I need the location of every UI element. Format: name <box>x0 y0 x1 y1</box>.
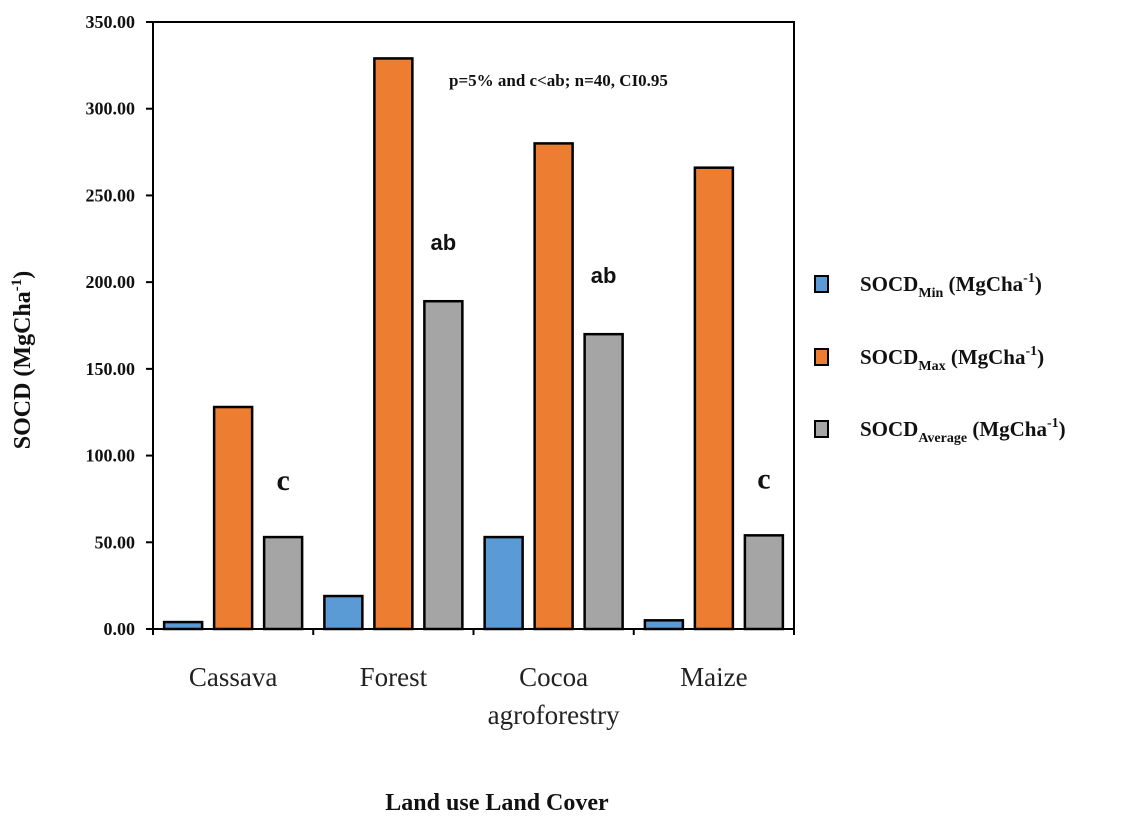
bar <box>212 405 254 631</box>
bar <box>373 57 414 631</box>
y-tick-label: 0.00 <box>104 619 136 639</box>
legend-swatch <box>814 420 829 438</box>
legend-swatch <box>814 275 829 293</box>
legend-label: SOCDAverage (MgCha-1) <box>860 416 1066 446</box>
bar <box>743 534 785 631</box>
y-axis-title: SOCD (MgCha-1) <box>9 271 36 450</box>
annotation-text: p=5% and c<ab; n=40, CI0.95 <box>449 71 668 90</box>
bar <box>643 619 685 631</box>
y-tick-label: 200.00 <box>86 272 136 292</box>
bar <box>533 142 574 631</box>
bar <box>483 535 524 631</box>
legend-label: SOCDMax (MgCha-1) <box>860 344 1044 374</box>
significance-letter: c <box>757 462 770 495</box>
significance-letters: c ab ab c <box>276 230 770 497</box>
y-axis: 0.00 50.00 100.00 150.00 200.00 250.00 300.00 3… <box>86 12 153 639</box>
legend-label: SOCDMin (MgCha-1) <box>860 271 1042 301</box>
significance-letter: ab <box>591 263 617 288</box>
x-tick-label: Forest <box>360 662 428 692</box>
bars-layer <box>162 57 785 631</box>
bar <box>162 620 204 631</box>
x-axis-title: Land use Land Cover <box>385 790 609 814</box>
y-tick-label: 150.00 <box>86 359 136 379</box>
bar <box>423 299 464 631</box>
legend: SOCDMin (MgCha-1) SOCDMax (MgCha-1) SOCDAv… <box>814 271 1066 446</box>
x-axis: Cassava Forest Cocoa agroforestry Maize <box>152 629 795 730</box>
bar <box>583 332 624 631</box>
y-tick-label: 100.00 <box>86 446 136 466</box>
y-tick-label: 350.00 <box>86 12 136 32</box>
legend-swatch <box>814 348 829 366</box>
y-tick-label: 300.00 <box>86 99 136 119</box>
y-tick-label: 250.00 <box>86 185 136 205</box>
x-tick-label: Maize <box>680 662 747 692</box>
significance-letter: ab <box>431 230 457 255</box>
x-tick-label: Cassava <box>189 662 277 692</box>
bar <box>262 535 304 631</box>
x-tick-label: Cocoa agroforestry <box>488 662 620 730</box>
bar <box>323 594 364 631</box>
bar <box>693 166 735 631</box>
y-tick-label: 50.00 <box>95 532 136 552</box>
significance-letter: c <box>276 464 289 497</box>
